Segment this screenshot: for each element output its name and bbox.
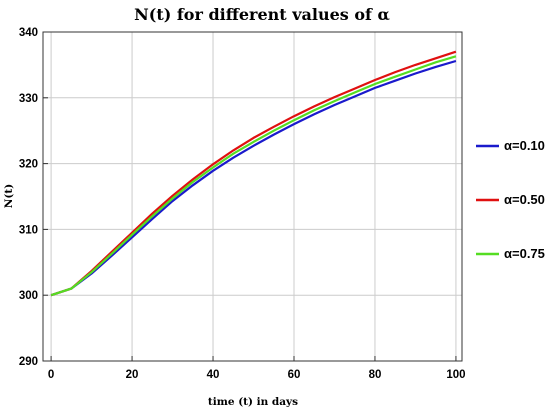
x-tick-label: 40: [207, 369, 220, 381]
series-line-3: [50, 55, 457, 297]
y-tick-label: 330: [19, 93, 38, 105]
legend-label: α=0.10: [504, 138, 545, 153]
axis-ticks: 0 20 40 60 80 100 290 300 310 320 330 340: [19, 27, 466, 381]
y-tick-label: 290: [19, 356, 38, 368]
y-tick-label: 310: [19, 224, 38, 236]
x-tick-label: 60: [288, 369, 301, 381]
series-line-1: [50, 59, 457, 297]
y-axis-label: N(t): [3, 184, 15, 208]
y-tick-label: 340: [19, 27, 38, 39]
legend-label: α=0.50: [504, 192, 545, 207]
legend: α=0.10 α=0.50 α=0.75: [476, 138, 545, 261]
legend-label: α=0.75: [504, 246, 545, 261]
grid: [43, 31, 462, 362]
plot-frame: [42, 31, 463, 362]
x-tick-label: 80: [369, 369, 382, 381]
y-tick-label: 320: [19, 159, 38, 171]
x-tick-label: 100: [446, 369, 465, 381]
series-line-2: [50, 50, 457, 297]
series-lines: [50, 50, 457, 297]
chart-title: N(t) for different values of α: [134, 5, 390, 24]
x-tick-label: 20: [126, 369, 139, 381]
x-tick-label: 0: [48, 369, 54, 381]
x-axis-label: time (t) in days: [208, 396, 298, 408]
y-tick-label: 300: [19, 290, 38, 302]
